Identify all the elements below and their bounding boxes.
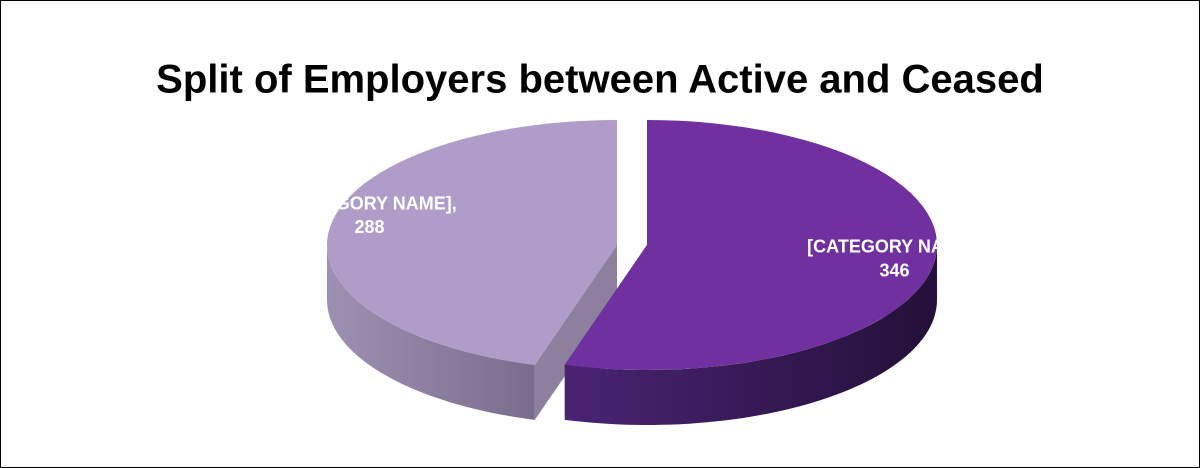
slice-side [534,245,617,420]
pie [327,120,937,425]
slice [327,120,617,365]
slice-side [327,245,535,420]
slice [564,120,937,370]
chart-title: Split of Employers between Active and Ce… [156,58,1044,102]
data-labels: [CATEGORY NAME], 346 [CATEGORY NAME], 288 [282,193,982,280]
slice-side [564,245,937,425]
data-label-value: 288 [354,217,384,237]
data-label-category: [CATEGORY NAME], [807,236,982,256]
label-separator: , [452,193,457,213]
data-label-value: 346 [879,260,909,280]
data-label-category: [CATEGORY NAME], [282,193,457,213]
category-text: [CATEGORY NAME] [282,193,452,213]
category-text: [CATEGORY NAME] [807,236,977,256]
